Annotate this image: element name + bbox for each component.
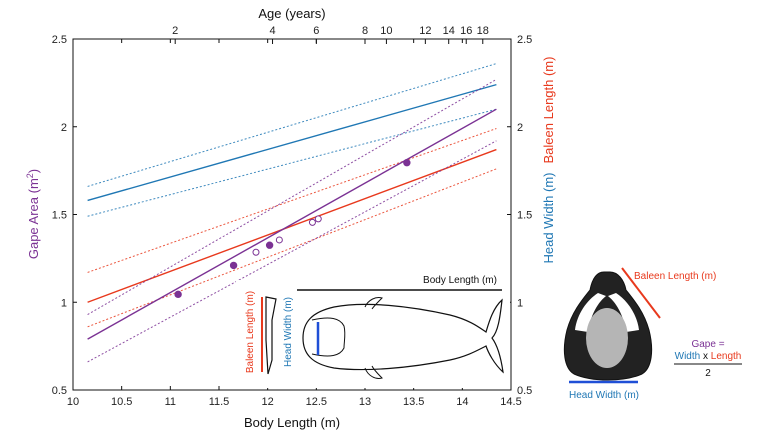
formula-divisor: 2 bbox=[705, 368, 711, 379]
x-tick-label: 14.5 bbox=[500, 396, 521, 408]
x-tick-label: 14 bbox=[456, 396, 468, 408]
gape-diagram: Baleen Length (m) Head Width (m) Gape = … bbox=[563, 267, 742, 401]
inset-background bbox=[236, 280, 510, 388]
diagram-head-width-label: Head Width (m) bbox=[569, 390, 639, 401]
x-tick-label: 11.5 bbox=[209, 396, 230, 408]
head-lower-bound bbox=[87, 108, 497, 217]
x-tick-label: 11 bbox=[165, 396, 176, 408]
y-tick-label-right: 2.5 bbox=[517, 34, 532, 46]
x-tick-label: 10 bbox=[67, 396, 79, 408]
y-tick-label-left: 1.5 bbox=[52, 210, 67, 222]
gape-fit-line bbox=[87, 108, 497, 340]
top-tick-label: 12 bbox=[419, 25, 431, 37]
y-tick-label-left: 1 bbox=[61, 297, 67, 309]
x-tick-label: 10.5 bbox=[111, 396, 132, 408]
top-tick-label: 6 bbox=[313, 25, 319, 37]
formula-times: x bbox=[703, 351, 708, 362]
y-axis-label-left: Gape Area (m2) bbox=[25, 169, 41, 259]
diagram-baleen-label: Baleen Length (m) bbox=[634, 271, 716, 282]
formula-width: Width bbox=[675, 351, 701, 362]
x-tick-label: 12.5 bbox=[306, 396, 327, 408]
gape-point-open bbox=[252, 248, 260, 256]
x-axis-label: Body Length (m) bbox=[244, 415, 340, 430]
top-tick-label: 16 bbox=[460, 25, 472, 37]
gape-point-open bbox=[275, 236, 283, 244]
chart-data-layer bbox=[87, 63, 497, 363]
gape-lower-bound bbox=[87, 140, 497, 363]
inset-baleen-label: Baleen Length (m) bbox=[245, 291, 256, 373]
baleen-upper-bound bbox=[87, 128, 497, 273]
top-tick-label: 18 bbox=[477, 25, 489, 37]
y-tick-label-right: 1.5 bbox=[517, 210, 532, 222]
top-axis-label: Age (years) bbox=[258, 6, 325, 21]
gape-point-filled bbox=[403, 159, 411, 167]
diagram-baleen-bar bbox=[621, 267, 661, 319]
whale-head-line-icon bbox=[311, 317, 346, 357]
x-tick-label: 12 bbox=[262, 396, 274, 408]
chart-ticks: 10 10.5 11 11.5 12 12.5 13 13.5 14 14.50.5 0.51 11.… bbox=[52, 25, 533, 408]
top-tick-label: 2 bbox=[172, 25, 178, 37]
gape-point-open bbox=[308, 218, 316, 226]
y-tick-label-left: 2 bbox=[61, 122, 67, 134]
whale-head-mouth-left-icon bbox=[575, 293, 606, 332]
gape-point-filled bbox=[174, 290, 182, 299]
top-tick-label: 14 bbox=[443, 25, 455, 37]
y-tick-label-right: 2 bbox=[517, 122, 523, 134]
y-axis-label-right-baleen: Baleen Length (m) bbox=[541, 57, 556, 164]
body-length-label: Body Length (m) bbox=[423, 275, 497, 286]
y-axis-label-left-exp: 2 bbox=[25, 173, 35, 178]
head-fit-line bbox=[87, 83, 497, 202]
whale-outline-icon bbox=[302, 298, 504, 374]
head-upper-bound bbox=[87, 63, 497, 187]
y-tick-label-right: 1 bbox=[517, 297, 523, 309]
y-tick-label-right: 0.5 bbox=[517, 385, 532, 397]
y-tick-label-left: 0.5 bbox=[52, 385, 67, 397]
whale-head-mouth-right-icon bbox=[608, 293, 639, 332]
whale-head-tongue-icon bbox=[586, 308, 628, 368]
top-tick-label: 10 bbox=[380, 25, 392, 37]
y-axis-label-right-head: Head Width (m) bbox=[541, 172, 556, 263]
gape-point-filled bbox=[229, 261, 238, 270]
formula-numerator: Width x Length bbox=[675, 351, 742, 362]
gape-upper-bound bbox=[87, 78, 497, 315]
gape-point-filled bbox=[265, 241, 274, 249]
baleen-fit-line bbox=[87, 148, 497, 303]
formula-length: Length bbox=[711, 351, 742, 362]
gape-point-open bbox=[314, 215, 322, 223]
formula-title: Gape = bbox=[691, 339, 724, 350]
x-tick-label: 13.5 bbox=[403, 396, 424, 408]
whale-flipper-bottom-icon bbox=[364, 365, 383, 379]
x-tick-label: 13 bbox=[359, 396, 371, 408]
y-tick-label-left: 2.5 bbox=[52, 34, 67, 46]
baleen-plate-icon bbox=[265, 296, 277, 375]
whale-inset: Body Length (m) Baleen Length (m) Head W… bbox=[236, 275, 510, 388]
top-tick-label: 4 bbox=[269, 25, 275, 37]
inset-head-width-label: Head Width (m) bbox=[283, 297, 294, 367]
top-tick-label: 8 bbox=[362, 25, 368, 37]
whale-flipper-top-icon bbox=[364, 297, 383, 310]
